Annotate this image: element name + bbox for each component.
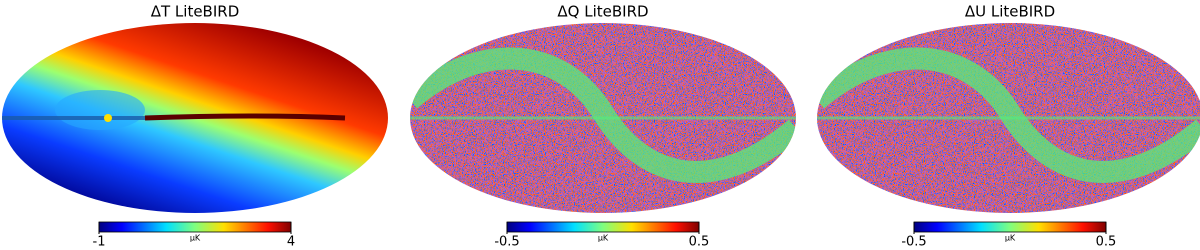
plane-right xyxy=(144,113,346,121)
cold-spot xyxy=(55,90,145,130)
sky-map-panel: ΔU LiteBIRD -0.5 0.5 μK xyxy=(817,3,1200,250)
colorbar-unit: μK xyxy=(1005,234,1016,243)
colorbar xyxy=(98,221,292,233)
colorbar-tick-label: 0.5 xyxy=(1096,235,1117,250)
map-title: ΔT LiteBIRD xyxy=(151,3,240,21)
map-title: ΔQ LiteBIRD xyxy=(557,3,648,21)
foreground-band xyxy=(410,47,796,183)
colorbar-tick-label: -0.5 xyxy=(901,235,926,250)
colorbar xyxy=(506,221,700,233)
source xyxy=(104,114,112,122)
colorbar-unit: μK xyxy=(190,234,201,243)
colorbar-unit: μK xyxy=(598,234,609,243)
colorbar-tick-label: 0.5 xyxy=(689,235,710,250)
colorbar-tick-label: 4 xyxy=(287,235,295,250)
foreground-band xyxy=(817,47,1200,183)
colorbar-tick-label: -1 xyxy=(93,235,106,250)
colorbar-tick-label: -0.5 xyxy=(494,235,519,250)
sky-map-panel: ΔQ LiteBIRD -0.5 0.5 μK xyxy=(410,3,796,250)
galactic-band xyxy=(410,47,796,183)
colorbar xyxy=(913,221,1107,233)
map-title: ΔU LiteBIRD xyxy=(965,3,1055,21)
galactic-plane xyxy=(2,90,346,130)
sky-map-panel: ΔT LiteBIRD -1 4 μK xyxy=(2,3,388,250)
galactic-band xyxy=(817,47,1200,183)
